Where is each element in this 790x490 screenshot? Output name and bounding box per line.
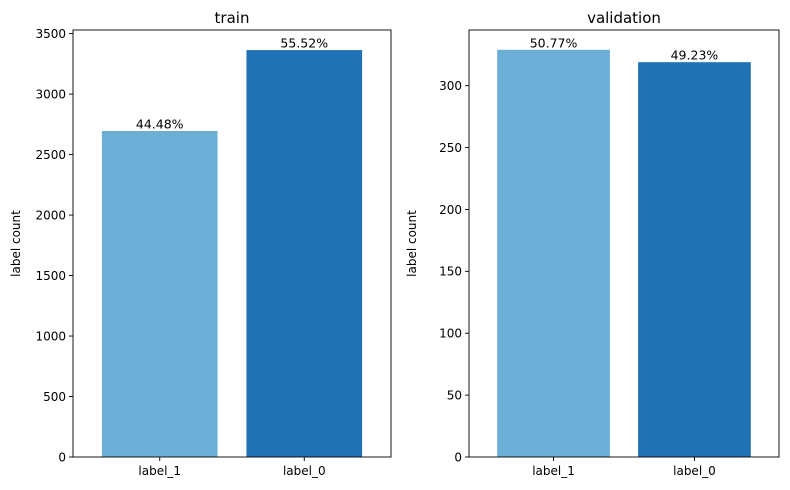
bar-label_0 — [246, 50, 363, 457]
x-tick-label: label_0 — [283, 464, 326, 478]
bar-value-label: 49.23% — [671, 48, 719, 63]
x-tick-label: label_1 — [532, 464, 575, 478]
bar-value-label: 55.52% — [280, 36, 328, 51]
y-axis-label: label count — [405, 210, 419, 277]
bar-label_1 — [101, 131, 218, 457]
y-tick-label: 100 — [439, 327, 462, 341]
y-tick-label: 1500 — [35, 269, 66, 283]
y-tick-label: 3000 — [35, 87, 66, 101]
x-tick-label: label_0 — [673, 464, 716, 478]
x-tick-label: label_1 — [138, 464, 181, 478]
bar-label_0 — [638, 62, 751, 457]
y-tick-label: 0 — [58, 450, 66, 464]
y-tick-label: 300 — [439, 79, 462, 93]
bar-value-label: 50.77% — [530, 35, 578, 50]
y-axis-label: label count — [9, 210, 23, 277]
bar-value-label: 44.48% — [136, 117, 184, 132]
subplot-1: 50.77% label_1 49.23% label_0 0 50 100 150 200 25… — [405, 9, 780, 478]
y-tick-label: 3500 — [35, 27, 66, 41]
chart-title: train — [215, 9, 250, 27]
axes-frame — [468, 29, 780, 458]
y-tick-label: 250 — [439, 141, 462, 155]
y-tick-label: 150 — [439, 265, 462, 279]
y-tick-label: 500 — [43, 390, 66, 404]
bar-label_1 — [497, 49, 610, 458]
y-tick-label: 1000 — [35, 329, 66, 343]
y-tick-label: 50 — [447, 388, 462, 402]
y-tick-label: 0 — [454, 450, 462, 464]
axes-frame — [72, 29, 392, 458]
chart-title: validation — [587, 9, 661, 27]
subplot-0: 44.48% label_1 55.52% label_0 0 500 1000 1500 20… — [9, 9, 392, 478]
y-tick-label: 2500 — [35, 148, 66, 162]
y-tick-label: 2000 — [35, 208, 66, 222]
y-tick-label: 200 — [439, 203, 462, 217]
